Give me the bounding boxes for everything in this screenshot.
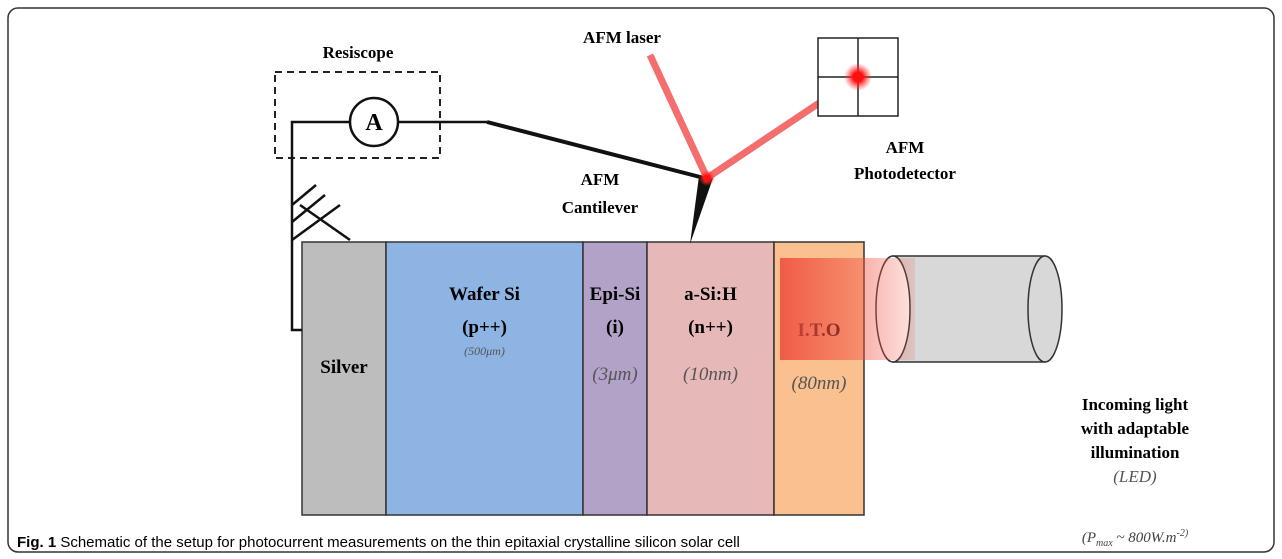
resiscope-box: [274, 71, 441, 159]
light-beam: [780, 258, 915, 360]
layer-detail: (p++): [462, 317, 507, 338]
layer: [646, 241, 775, 516]
caption-label: Fig. 1: [17, 534, 56, 551]
laser-spot: [699, 170, 715, 186]
caption: Fig. 1 Schematic of the setup for photoc…: [17, 534, 740, 551]
layer-detail: (3μm): [592, 364, 637, 385]
layer: [582, 241, 648, 516]
laser-spot: [844, 63, 872, 91]
light-line: (LED): [1113, 467, 1157, 486]
layer-detail: (10nm): [683, 364, 738, 385]
tip: [690, 176, 713, 244]
layer: [385, 241, 584, 516]
caption-text: Schematic of the setup for photocurrent …: [56, 534, 740, 551]
layer-name: Wafer Si: [449, 284, 520, 305]
layer-detail: (n++): [688, 317, 733, 338]
photodetector-label: AFM: [886, 138, 925, 157]
light-line: illumination: [1091, 443, 1180, 462]
layers: Silver Wafer Si (p++) (500μm) Epi-Si (i) (3μm)…: [301, 241, 865, 516]
light-label: Incoming light with adaptable illumination…: [1081, 395, 1190, 486]
cantilever-label: Cantilever: [562, 198, 639, 217]
resiscope-label: Resiscope: [323, 43, 394, 62]
power-mid: ~ 800W.m: [1113, 530, 1177, 546]
led-body: [892, 255, 1046, 363]
laser-label: AFM laser: [583, 28, 661, 47]
power-open: (P: [1082, 530, 1096, 546]
ammeter-label: A: [365, 110, 383, 136]
led-end: [1027, 255, 1063, 363]
layer-name: a-Si:H: [684, 284, 737, 305]
light-line: Incoming light: [1082, 395, 1189, 414]
power-sup: -2): [1177, 528, 1189, 539]
layer-detail: (500μm): [464, 344, 505, 358]
frame: [7, 7, 1275, 553]
layer-name: Epi-Si: [590, 284, 641, 305]
cantilever-arm: [486, 120, 705, 180]
ground: [291, 184, 351, 242]
layer-detail: (80nm): [792, 373, 847, 394]
photodetector-label: Photodetector: [854, 164, 956, 183]
layer-detail: (i): [606, 317, 624, 338]
cantilever-label: AFM: [581, 170, 620, 189]
ammeter: [348, 96, 400, 148]
power-label: (Pmax ~ 800W.m-2): [1082, 528, 1189, 549]
layer-name: Silver: [320, 357, 368, 378]
power-sub: max: [1096, 538, 1113, 549]
wire: [290, 120, 350, 332]
layer: [301, 241, 387, 516]
light-line: with adaptable: [1081, 419, 1190, 438]
